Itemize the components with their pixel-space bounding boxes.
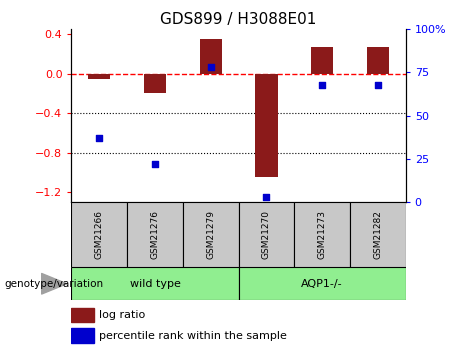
Bar	[311, 47, 333, 74]
Text: wild type: wild type	[130, 279, 180, 289]
Bar	[71, 267, 239, 300]
Bar	[255, 74, 278, 177]
Bar	[366, 47, 389, 74]
Bar	[238, 202, 294, 267]
Bar	[71, 328, 94, 343]
Point	[319, 82, 326, 87]
Bar	[200, 39, 222, 74]
Text: log ratio: log ratio	[99, 310, 145, 320]
Bar	[350, 202, 406, 267]
Text: GSM21270: GSM21270	[262, 210, 271, 259]
Text: AQP1-/-: AQP1-/-	[301, 279, 343, 289]
Polygon shape	[41, 274, 67, 294]
Point	[151, 161, 159, 167]
Point	[374, 82, 382, 87]
Text: GSM21279: GSM21279	[206, 210, 215, 259]
Bar	[71, 202, 127, 267]
Point	[95, 135, 103, 141]
Point	[263, 194, 270, 199]
Title: GDS899 / H3088E01: GDS899 / H3088E01	[160, 12, 317, 27]
Text: GSM21276: GSM21276	[150, 210, 160, 259]
Bar	[144, 74, 166, 93]
Text: GSM21266: GSM21266	[95, 210, 104, 259]
Text: GSM21273: GSM21273	[318, 210, 327, 259]
Point	[207, 65, 214, 70]
Text: percentile rank within the sample: percentile rank within the sample	[99, 331, 287, 341]
Bar	[88, 74, 111, 79]
Bar	[294, 202, 350, 267]
Text: genotype/variation: genotype/variation	[5, 279, 104, 289]
Bar	[238, 267, 406, 300]
Bar	[127, 202, 183, 267]
Bar	[71, 308, 94, 322]
Text: GSM21282: GSM21282	[373, 210, 382, 259]
Bar	[183, 202, 238, 267]
